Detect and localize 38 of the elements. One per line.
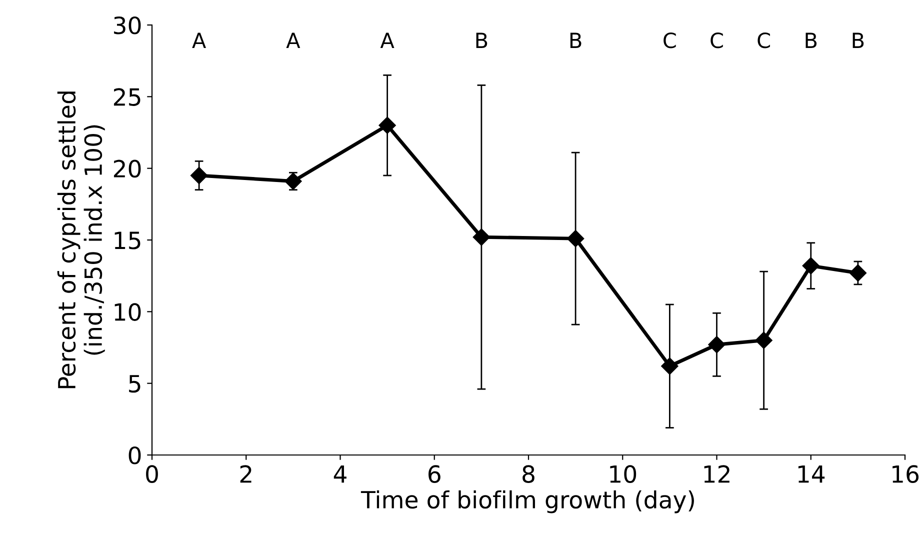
x-axis-title: Time of biofilm growth (day) xyxy=(360,490,694,514)
point xyxy=(190,166,208,184)
annotation: B xyxy=(852,32,864,48)
point xyxy=(849,264,866,282)
x-tick-label: 0 xyxy=(146,465,158,483)
annotation: A xyxy=(192,32,206,48)
point xyxy=(802,257,820,274)
annotation: B xyxy=(806,32,817,48)
annotation: B xyxy=(476,32,488,48)
x-tick-label: 10 xyxy=(610,465,636,483)
y-tick-label: 15 xyxy=(114,232,140,250)
x-tick-label: 8 xyxy=(522,465,534,483)
y-tick-label: 20 xyxy=(114,160,141,178)
y-tick-label: 10 xyxy=(114,303,141,321)
y-tick-label: 0 xyxy=(128,446,141,464)
y-tick-label: 30 xyxy=(114,16,141,34)
point xyxy=(378,116,396,134)
y-tick-label: 5 xyxy=(129,375,140,393)
point xyxy=(472,228,490,246)
point xyxy=(755,332,772,349)
x-tick-label: 2 xyxy=(240,465,252,483)
point xyxy=(284,172,302,190)
point xyxy=(661,358,678,375)
annotation: A xyxy=(286,32,300,48)
annotation: A xyxy=(380,32,394,48)
x-tick-label: 6 xyxy=(428,465,440,483)
annotation: C xyxy=(758,32,770,48)
annotation: B xyxy=(570,32,582,48)
x-tick-label: 4 xyxy=(334,465,346,483)
annotation: C xyxy=(710,32,723,48)
x-tick-label: 16 xyxy=(892,465,919,483)
x-tick-label: 14 xyxy=(798,465,825,483)
point xyxy=(708,336,726,354)
annotation: C xyxy=(664,32,676,48)
point xyxy=(567,230,584,248)
x-tick-label: 12 xyxy=(704,465,730,483)
y-tick-label: 25 xyxy=(114,88,140,106)
y-axis-title: Percent of cyprids settled (ind./350 ind.x 100) xyxy=(57,92,105,388)
